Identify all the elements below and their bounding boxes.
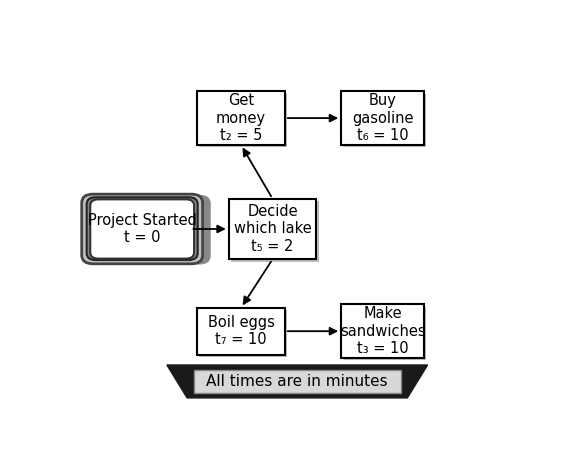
Text: Boil eggs
t₇ = 10: Boil eggs t₇ = 10 <box>208 315 274 347</box>
Text: All times are in minutes: All times are in minutes <box>206 374 388 389</box>
FancyBboxPatch shape <box>200 94 287 148</box>
FancyBboxPatch shape <box>341 304 424 358</box>
Polygon shape <box>167 365 427 398</box>
FancyBboxPatch shape <box>341 91 424 145</box>
FancyBboxPatch shape <box>229 198 316 259</box>
FancyBboxPatch shape <box>194 370 401 393</box>
FancyBboxPatch shape <box>90 199 194 259</box>
Text: Get
money
t₂ = 5: Get money t₂ = 5 <box>216 93 266 143</box>
FancyBboxPatch shape <box>197 308 285 355</box>
Text: Decide
which lake
t₅ = 2: Decide which lake t₅ = 2 <box>234 204 311 254</box>
Text: Buy
gasoline
t₆ = 10: Buy gasoline t₆ = 10 <box>352 93 414 143</box>
FancyBboxPatch shape <box>343 307 426 360</box>
Text: Make
sandwiches
t₃ = 10: Make sandwiches t₃ = 10 <box>340 306 426 356</box>
FancyBboxPatch shape <box>86 197 198 260</box>
FancyBboxPatch shape <box>343 94 426 148</box>
FancyBboxPatch shape <box>200 310 287 357</box>
FancyBboxPatch shape <box>90 195 211 265</box>
FancyBboxPatch shape <box>231 201 318 262</box>
FancyBboxPatch shape <box>197 91 285 145</box>
Text: Project Started
t = 0: Project Started t = 0 <box>88 213 197 245</box>
FancyBboxPatch shape <box>82 194 202 264</box>
